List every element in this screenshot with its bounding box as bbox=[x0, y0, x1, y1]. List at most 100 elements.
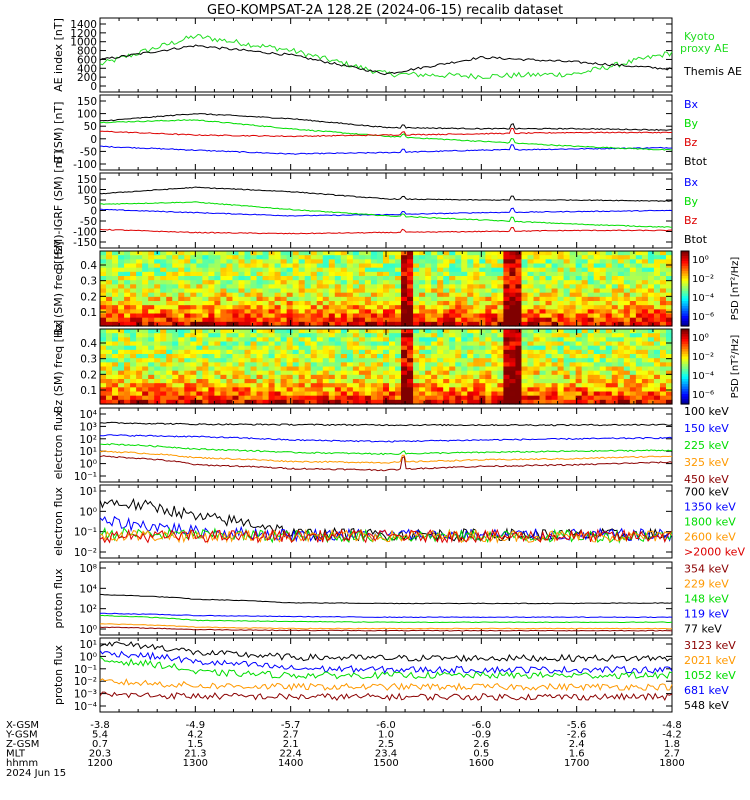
spectrogram-cell bbox=[292, 374, 300, 380]
spectrogram-cell bbox=[232, 358, 240, 363]
spectrogram-cell bbox=[232, 288, 240, 294]
ephemeris-value: 1.5 bbox=[187, 739, 203, 750]
spectrogram-cell bbox=[635, 259, 643, 265]
spectrogram-cell bbox=[250, 305, 258, 310]
spectrogram-cell bbox=[346, 399, 354, 405]
spectrogram-cell bbox=[599, 267, 607, 273]
spectrogram-cell bbox=[509, 301, 517, 306]
spectrogram-cell bbox=[376, 313, 384, 319]
spectrogram-cell bbox=[346, 333, 354, 338]
spectrogram-cell bbox=[431, 349, 438, 355]
spectrogram-cell bbox=[328, 251, 336, 256]
spectrogram-cell bbox=[262, 271, 270, 277]
spectrogram-cell bbox=[352, 345, 360, 351]
spectrogram-cell bbox=[503, 276, 511, 281]
spectrogram-cell bbox=[124, 341, 131, 347]
spectrogram-cell bbox=[509, 399, 517, 405]
spectrogram-cell bbox=[172, 251, 179, 256]
spectrogram-cell bbox=[665, 395, 673, 401]
spectrogram-cell bbox=[623, 329, 631, 334]
spectrogram-cell bbox=[443, 255, 450, 260]
spectrogram-cell bbox=[557, 288, 565, 294]
spectrogram-cell bbox=[407, 399, 414, 405]
spectrogram-cell bbox=[214, 296, 222, 302]
spectrogram-cell bbox=[190, 341, 197, 347]
spectrogram-cell bbox=[515, 399, 523, 405]
spectrogram-cell bbox=[497, 301, 505, 306]
spectrogram-cell bbox=[593, 284, 601, 290]
spectrogram-cell bbox=[118, 345, 125, 351]
spectrogram-cell bbox=[190, 271, 197, 277]
spectrogram-cell bbox=[232, 333, 240, 338]
spectrogram-cell bbox=[479, 309, 486, 315]
spectrogram-cell bbox=[437, 333, 444, 338]
spectrogram-cell bbox=[268, 305, 276, 310]
spectrogram-cell bbox=[376, 383, 384, 388]
spectrogram-cell bbox=[280, 267, 288, 273]
spectrogram-cell bbox=[605, 259, 613, 265]
spectrogram-cell bbox=[136, 362, 143, 368]
spectrogram-cell bbox=[208, 354, 215, 359]
spectrogram-cell bbox=[401, 267, 408, 273]
spectrogram-cell bbox=[563, 362, 571, 368]
spectrogram-cell bbox=[593, 267, 601, 273]
spectrogram-cell bbox=[256, 251, 264, 256]
spectrogram-cell bbox=[533, 395, 541, 401]
spectrogram-cell bbox=[593, 358, 601, 363]
spectrogram-cell bbox=[515, 313, 523, 319]
spectrogram-cell bbox=[575, 354, 583, 359]
y-axis-label: Bx (SM) freq [Hz] bbox=[52, 241, 65, 335]
spectrogram-cell bbox=[322, 296, 330, 302]
spectrogram-cell bbox=[376, 284, 384, 290]
colorbar-cell bbox=[681, 288, 689, 292]
spectrogram-cell bbox=[166, 345, 173, 351]
spectrogram-cell bbox=[467, 276, 474, 281]
spectrogram-cell bbox=[665, 313, 673, 319]
spectrogram-cell bbox=[407, 284, 414, 290]
spectrogram-cell bbox=[178, 383, 185, 388]
spectrogram-cell bbox=[575, 379, 583, 384]
spectrogram-cell bbox=[160, 329, 167, 334]
spectrogram-cell bbox=[238, 271, 246, 277]
spectrogram-cell bbox=[389, 267, 396, 273]
spectrogram-cell bbox=[611, 349, 619, 355]
spectrogram-cell bbox=[527, 309, 535, 315]
spectrogram-cell bbox=[334, 267, 342, 273]
spectrogram-cell bbox=[286, 391, 294, 397]
spectrogram-cell bbox=[346, 271, 354, 277]
colorbar-cell bbox=[681, 336, 689, 340]
spectrogram-cell bbox=[533, 345, 541, 351]
spectrogram-cell bbox=[118, 366, 125, 372]
spectrogram-cell bbox=[118, 337, 125, 343]
spectrogram-cell bbox=[160, 284, 167, 290]
spectrogram-cell bbox=[184, 321, 191, 327]
spectrogram-cell bbox=[563, 305, 571, 310]
spectrogram-cell bbox=[581, 313, 589, 319]
spectrogram-cell bbox=[376, 395, 384, 401]
spectrogram-cell bbox=[437, 337, 444, 343]
spectrogram-cell bbox=[346, 329, 354, 334]
spectrogram-cell bbox=[130, 288, 137, 294]
spectrogram-cell bbox=[473, 267, 480, 273]
colorbar-cell bbox=[681, 374, 689, 378]
spectrogram-cell bbox=[605, 317, 613, 323]
spectrogram-cell bbox=[575, 358, 583, 363]
spectrogram-cell bbox=[605, 337, 613, 343]
spectrogram-cell bbox=[485, 313, 492, 319]
colorbar-cell bbox=[681, 341, 689, 345]
spectrogram-cell bbox=[479, 305, 486, 310]
spectrogram-cell bbox=[184, 387, 191, 393]
spectrogram-cell bbox=[340, 255, 348, 260]
spectrogram-cell bbox=[521, 399, 529, 405]
spectrogram-cell bbox=[268, 395, 276, 401]
spectrogram-cell bbox=[280, 313, 288, 319]
spectrogram-cell bbox=[569, 395, 577, 401]
spectrogram-cell bbox=[250, 362, 258, 368]
spectrogram-cell bbox=[262, 358, 270, 363]
spectrogram-cell bbox=[395, 296, 402, 302]
y-tick-label: 10¹ bbox=[79, 486, 97, 498]
spectrogram-cell bbox=[154, 379, 161, 384]
spectrogram-cell bbox=[232, 271, 240, 277]
spectrogram-cell bbox=[142, 333, 149, 338]
spectrogram-cell bbox=[274, 292, 282, 298]
